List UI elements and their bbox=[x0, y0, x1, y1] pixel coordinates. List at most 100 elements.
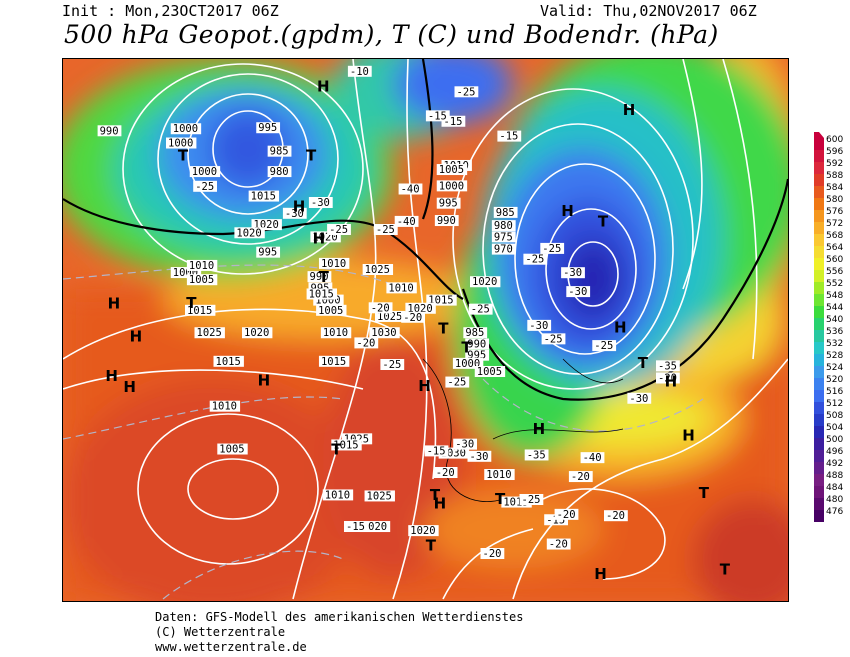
temperature-label: -30 bbox=[453, 438, 477, 451]
legend-swatch bbox=[814, 414, 824, 426]
pressure-label: 1010 bbox=[320, 327, 352, 339]
svg-text:990: 990 bbox=[467, 338, 486, 350]
svg-text:-35: -35 bbox=[527, 449, 546, 461]
footer-data-source: Daten: GFS-Modell des amerikanischen Wet… bbox=[155, 610, 524, 624]
temperature-label: -15 bbox=[344, 521, 368, 533]
high-marker: H bbox=[317, 78, 330, 96]
legend-swatch bbox=[814, 366, 824, 378]
pressure-label: 990 bbox=[307, 271, 332, 283]
svg-text:-25: -25 bbox=[195, 181, 214, 193]
temperature-label: -30 bbox=[467, 450, 492, 463]
pressure-label: 1020 bbox=[470, 276, 501, 288]
legend-level: 588 bbox=[826, 171, 843, 181]
temperature-label: -15 bbox=[424, 445, 449, 457]
temperature-label: -25 bbox=[519, 494, 544, 506]
legend-level: 600 bbox=[826, 135, 843, 145]
low-marker: T bbox=[178, 147, 189, 165]
svg-text:-30: -30 bbox=[563, 267, 582, 279]
svg-text:-20: -20 bbox=[557, 509, 576, 521]
pressure-label: 995 bbox=[436, 197, 461, 210]
pressure-label: 985 bbox=[463, 327, 488, 339]
legend-swatch bbox=[814, 510, 824, 522]
legend-swatch bbox=[814, 378, 824, 390]
temperature-label: -30 bbox=[282, 207, 307, 220]
low-marker: T bbox=[306, 147, 317, 165]
svg-text:995: 995 bbox=[258, 247, 277, 259]
svg-text:-25: -25 bbox=[329, 224, 348, 236]
temperature-label: -25 bbox=[445, 376, 470, 389]
legend-swatch bbox=[814, 450, 824, 462]
pressure-label: 990 bbox=[434, 215, 459, 227]
pressure-label: 1005 bbox=[316, 304, 347, 317]
svg-text:1000: 1000 bbox=[173, 123, 198, 135]
map-title: 500 hPa Geopot.(gpdm), T (C) und Bodendr… bbox=[64, 20, 719, 49]
high-marker: H bbox=[561, 202, 574, 220]
svg-text:1030: 1030 bbox=[371, 327, 396, 339]
legend-level: 556 bbox=[826, 267, 843, 277]
svg-text:-20: -20 bbox=[371, 302, 390, 314]
svg-text:1010: 1010 bbox=[321, 258, 346, 270]
temperature-label: -40 bbox=[398, 183, 423, 196]
pressure-label: 1020 bbox=[242, 327, 273, 339]
temperature-label: -25 bbox=[454, 86, 479, 98]
legend-swatch bbox=[814, 318, 824, 330]
pressure-label: 995 bbox=[256, 122, 281, 134]
legend-level: 480 bbox=[826, 495, 843, 505]
low-marker: T bbox=[461, 339, 472, 357]
temperature-label: -15 bbox=[497, 130, 522, 143]
pressure-label: 1015 bbox=[213, 355, 244, 368]
legend-level: 596 bbox=[826, 147, 843, 157]
low-marker: T bbox=[495, 490, 506, 508]
low-marker: T bbox=[186, 294, 197, 312]
legend-swatch bbox=[814, 270, 824, 282]
pressure-label: 1000 bbox=[189, 166, 221, 178]
temperature-label: -30 bbox=[561, 267, 585, 279]
svg-text:-15: -15 bbox=[346, 521, 365, 533]
svg-text:-25: -25 bbox=[525, 254, 544, 266]
pressure-label: 1005 bbox=[217, 443, 248, 456]
svg-text:-30: -30 bbox=[311, 197, 330, 209]
svg-text:1000: 1000 bbox=[455, 358, 480, 370]
pressure-label: 1000 bbox=[166, 137, 197, 150]
temperature-label: -20 bbox=[656, 372, 680, 385]
high-marker: H bbox=[614, 319, 627, 337]
pressure-label: 1005 bbox=[186, 274, 218, 286]
legend-swatch bbox=[814, 198, 824, 210]
legend-swatch bbox=[814, 162, 824, 174]
high-marker: H bbox=[313, 230, 326, 248]
temperature-label: -30 bbox=[308, 197, 333, 209]
temperature-label: -20 bbox=[568, 471, 593, 483]
svg-text:1020: 1020 bbox=[362, 521, 387, 533]
high-marker: H bbox=[665, 373, 678, 391]
svg-text:1010: 1010 bbox=[325, 489, 350, 501]
svg-text:1015: 1015 bbox=[216, 356, 241, 368]
legend-level: 568 bbox=[826, 231, 843, 241]
init-time: Init : Mon,23OCT2017 06Z bbox=[62, 2, 279, 20]
pressure-label: 1010 bbox=[322, 489, 354, 501]
legend-level: 520 bbox=[826, 375, 843, 385]
legend-swatch bbox=[814, 390, 824, 402]
low-marker: T bbox=[430, 486, 441, 504]
legend-swatch bbox=[814, 138, 824, 150]
legend-swatch bbox=[814, 498, 824, 510]
svg-text:1005: 1005 bbox=[477, 366, 502, 378]
svg-text:1020: 1020 bbox=[244, 327, 269, 339]
high-marker: H bbox=[105, 367, 118, 385]
low-marker: T bbox=[598, 213, 609, 231]
svg-text:995: 995 bbox=[439, 198, 458, 210]
pressure-label: 1015 bbox=[248, 190, 280, 203]
svg-text:-20: -20 bbox=[483, 548, 502, 560]
temperature-label: -25 bbox=[193, 180, 217, 193]
high-marker: H bbox=[108, 294, 121, 312]
svg-text:-40: -40 bbox=[397, 216, 416, 228]
legend-level: 552 bbox=[826, 279, 843, 289]
svg-text:990: 990 bbox=[437, 215, 456, 227]
svg-text:1005: 1005 bbox=[318, 305, 343, 317]
legend-level: 532 bbox=[826, 339, 843, 349]
svg-text:1015: 1015 bbox=[321, 356, 346, 368]
legend-swatch bbox=[814, 342, 824, 354]
high-marker: H bbox=[623, 101, 636, 119]
svg-text:1000: 1000 bbox=[168, 138, 193, 150]
pressure-label: 1025 bbox=[362, 264, 394, 276]
low-marker: T bbox=[426, 537, 437, 555]
